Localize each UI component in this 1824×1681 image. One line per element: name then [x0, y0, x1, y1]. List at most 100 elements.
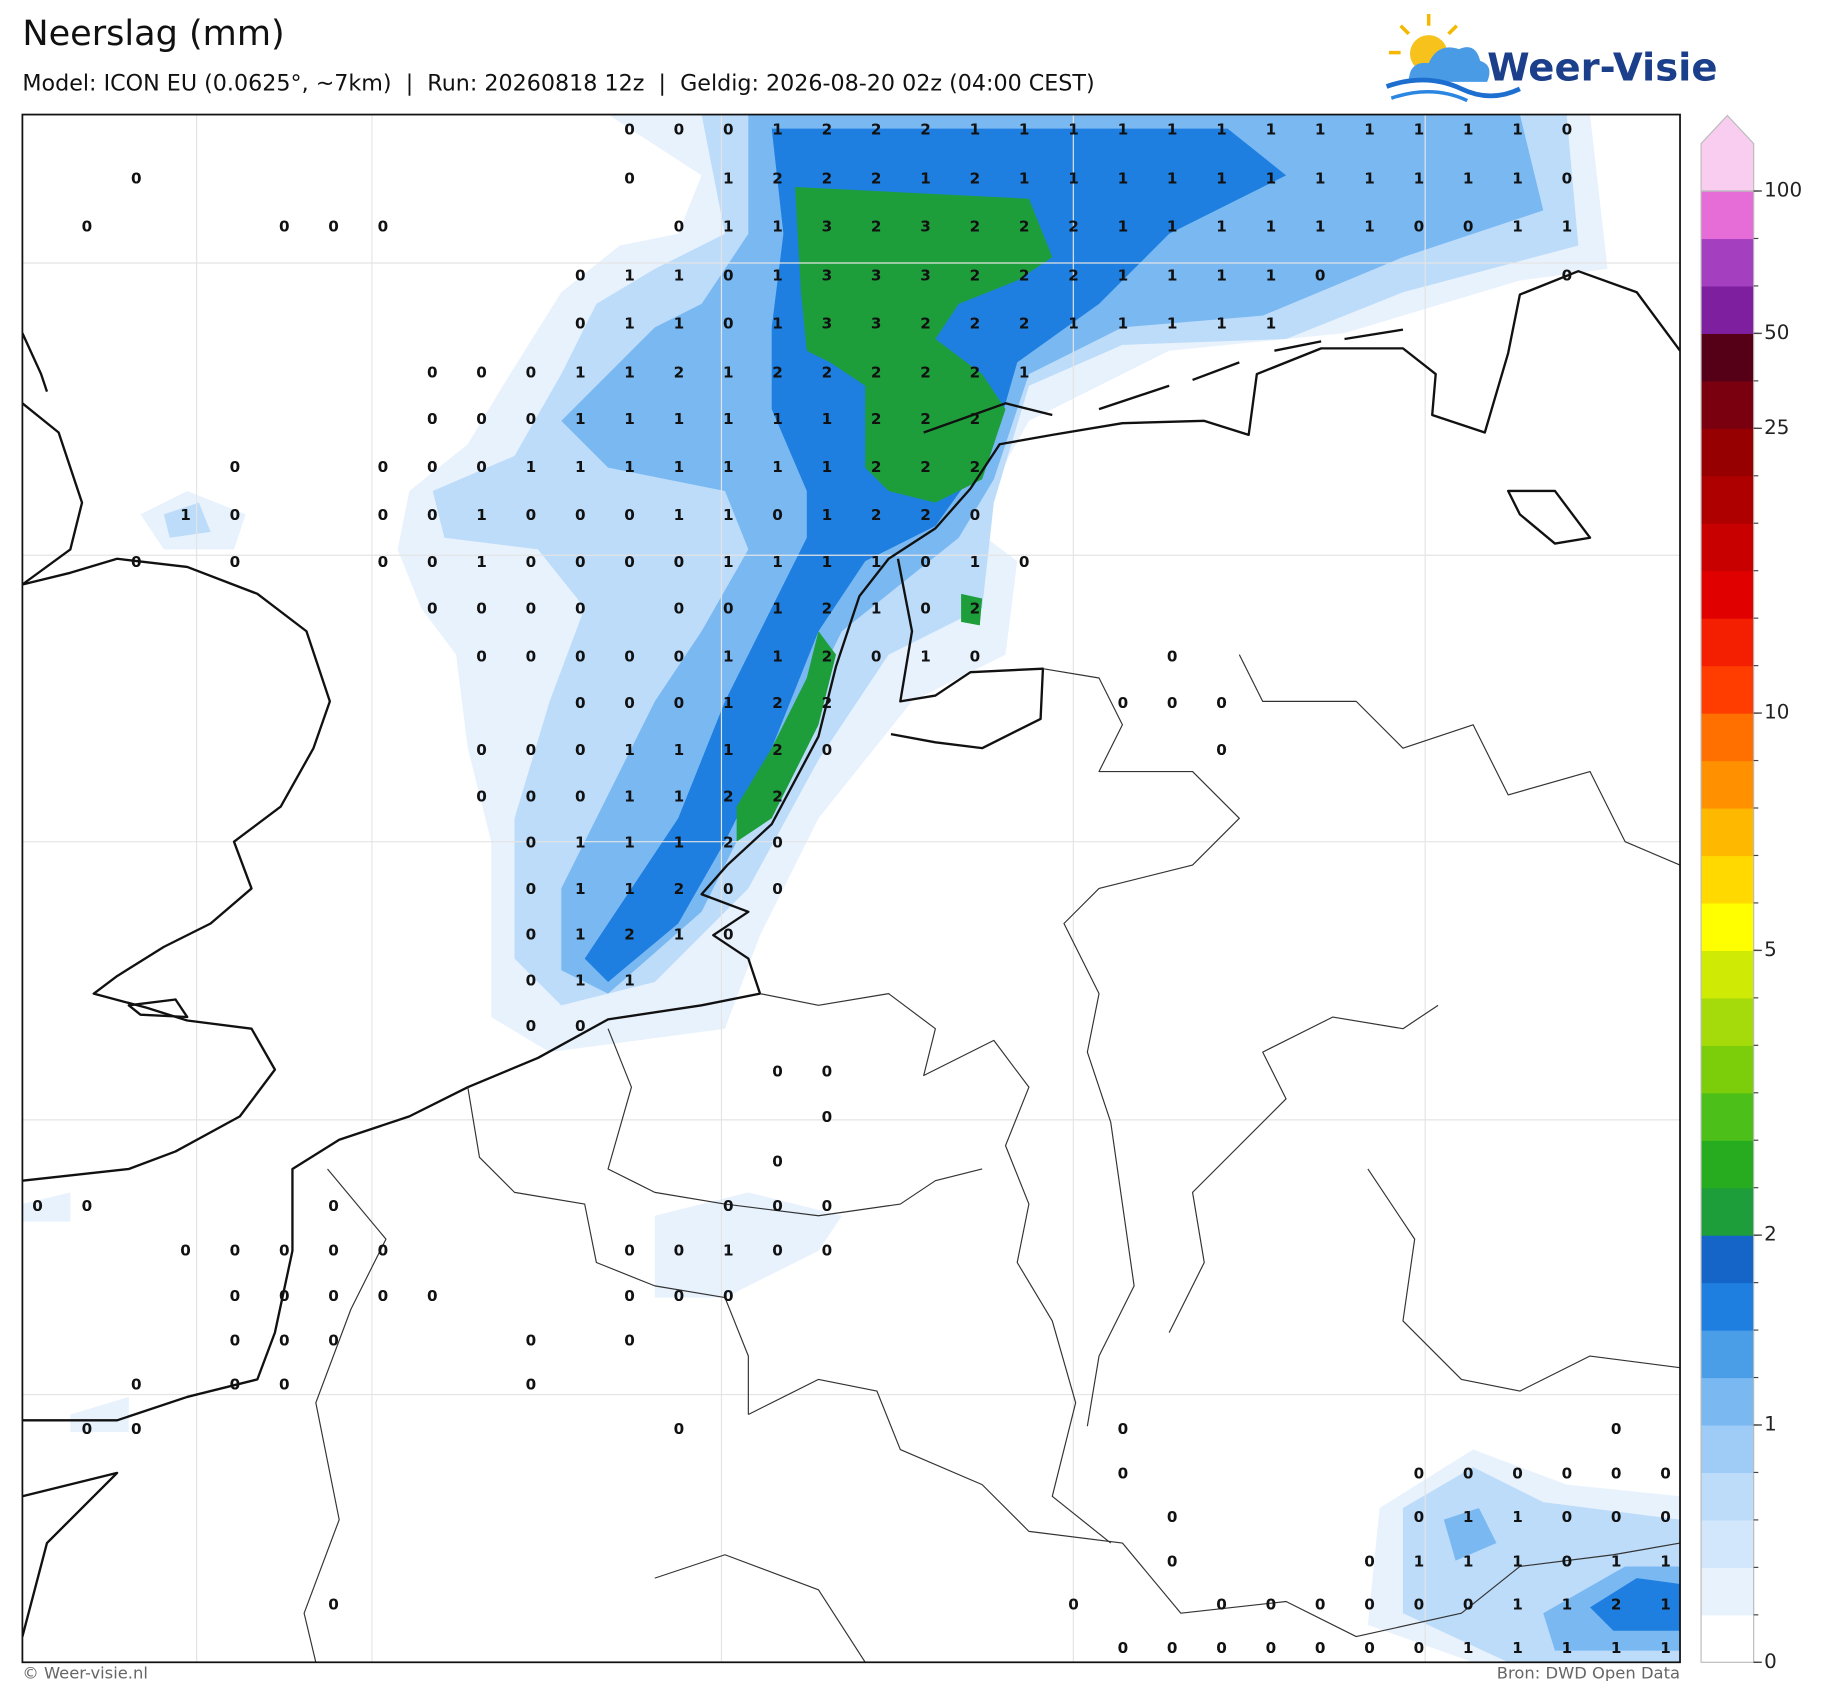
- grid-values: 0 0 0 1 2 2 2 1 1 1 1 1 1 1 1 1 1 1 1 0 0 0 1 2 2 2 1 2 1 1 1 1 1 1 1 1 1 1 1 0…: [32, 120, 1671, 1657]
- grid-value: 1: [1167, 120, 1178, 138]
- grid-value: 1: [772, 314, 783, 332]
- grid-value: 0: [1266, 1596, 1277, 1614]
- grid-value: 1: [822, 410, 833, 428]
- grid-value: 0: [476, 410, 487, 428]
- grid-value: 2: [772, 741, 783, 759]
- grid-value: 3: [920, 266, 931, 284]
- grid-value: 0: [1167, 694, 1178, 712]
- grid-value: 2: [920, 120, 931, 138]
- grid-value: 1: [476, 553, 487, 571]
- grid-value: 0: [674, 217, 685, 235]
- colorbar-segment: [1701, 1092, 1754, 1141]
- grid-value: 1: [1512, 1639, 1523, 1657]
- grid-value: 1: [624, 833, 635, 851]
- colorbar-tick-label: 2: [1764, 1223, 1777, 1246]
- grid-value: 0: [378, 553, 389, 571]
- grid-value: 0: [772, 506, 783, 524]
- grid-value: 1: [871, 553, 882, 571]
- grid-value: 0: [575, 600, 586, 618]
- grid-value: 1: [723, 553, 734, 571]
- grid-value: 1: [1562, 1639, 1573, 1657]
- colorbar-segment: [1701, 333, 1754, 382]
- grid-value: 0: [723, 1197, 734, 1215]
- colorbar-segment: [1701, 570, 1754, 619]
- grid-value: 1: [1414, 120, 1425, 138]
- grid-value: 0: [1611, 1508, 1622, 1526]
- coastlines: [22, 270, 1681, 1637]
- grid-value: 1: [1562, 217, 1573, 235]
- grid-value: 0: [723, 1287, 734, 1305]
- grid-value: 2: [723, 788, 734, 806]
- grid-value: 1: [772, 120, 783, 138]
- grid-value: 1: [1068, 314, 1079, 332]
- grid-value: 2: [970, 217, 981, 235]
- grid-value: 2: [1019, 314, 1030, 332]
- grid-value: 2: [674, 363, 685, 381]
- grid-value: 0: [328, 217, 339, 235]
- grid-value: 1: [624, 266, 635, 284]
- grid-value: 0: [378, 458, 389, 476]
- grid-value: 1: [723, 506, 734, 524]
- grid-value: 0: [1463, 1596, 1474, 1614]
- grid-value: 1: [1660, 1552, 1671, 1570]
- grid-value: 0: [772, 880, 783, 898]
- grid-value: 0: [1562, 1552, 1573, 1570]
- grid-value: 0: [427, 506, 438, 524]
- grid-value: 0: [328, 1287, 339, 1305]
- grid-value: 1: [920, 647, 931, 665]
- grid-value: 0: [575, 694, 586, 712]
- grid-value: 0: [526, 971, 537, 989]
- grid-value: 0: [1414, 1596, 1425, 1614]
- colorbar-segment: [1701, 1519, 1754, 1568]
- grid-value: 0: [476, 788, 487, 806]
- grid-value: 0: [131, 553, 142, 571]
- grid-value: 2: [723, 833, 734, 851]
- colorbar-outline: [1700, 190, 1755, 1663]
- grid-value: 1: [1512, 120, 1523, 138]
- grid-value: 1: [1118, 217, 1129, 235]
- grid-value: 2: [920, 458, 931, 476]
- grid-value: 0: [1019, 553, 1030, 571]
- grid-value: 1: [1118, 314, 1129, 332]
- grid-value: 0: [1216, 741, 1227, 759]
- grid-value: 0: [970, 506, 981, 524]
- grid-value: 1: [1216, 120, 1227, 138]
- grid-value: 0: [822, 1108, 833, 1126]
- colorbar-segment: [1701, 1187, 1754, 1236]
- grid-value: 1: [674, 833, 685, 851]
- grid-value: 1: [871, 600, 882, 618]
- grid-value: 0: [476, 363, 487, 381]
- grid-value: 1: [772, 458, 783, 476]
- grid-value: 2: [871, 120, 882, 138]
- grid-value: 0: [723, 600, 734, 618]
- grid-value: 0: [1167, 1552, 1178, 1570]
- grid-value: 1: [526, 458, 537, 476]
- grid-value: 0: [822, 1062, 833, 1080]
- colorbar-segment: [1701, 1424, 1754, 1474]
- grid-value: 0: [427, 458, 438, 476]
- grid-value: 0: [772, 1152, 783, 1170]
- grid-value: 0: [279, 217, 290, 235]
- grid-value: 0: [1118, 694, 1129, 712]
- grid-value: 1: [624, 880, 635, 898]
- grid-value: 1: [920, 169, 931, 187]
- grid-value: 0: [624, 647, 635, 665]
- colorbar-segment: [1701, 1330, 1754, 1379]
- grid-value: 2: [822, 169, 833, 187]
- grid-value: 0: [526, 410, 537, 428]
- grid-value: 1: [1167, 266, 1178, 284]
- grid-value: 0: [920, 600, 931, 618]
- grid-value: 1: [575, 833, 586, 851]
- grid-value: 1: [1216, 217, 1227, 235]
- grid-value: 0: [822, 741, 833, 759]
- grid-value: 0: [1611, 1465, 1622, 1483]
- grid-value: 1: [772, 266, 783, 284]
- grid-value: 0: [575, 314, 586, 332]
- grid-value: 1: [180, 506, 191, 524]
- grid-value: 0: [1562, 120, 1573, 138]
- grid-value: 3: [822, 217, 833, 235]
- grid-value: 1: [1660, 1639, 1671, 1657]
- grid-value: 1: [1463, 1508, 1474, 1526]
- grid-value: 2: [772, 694, 783, 712]
- colorbar-segment: [1701, 950, 1754, 999]
